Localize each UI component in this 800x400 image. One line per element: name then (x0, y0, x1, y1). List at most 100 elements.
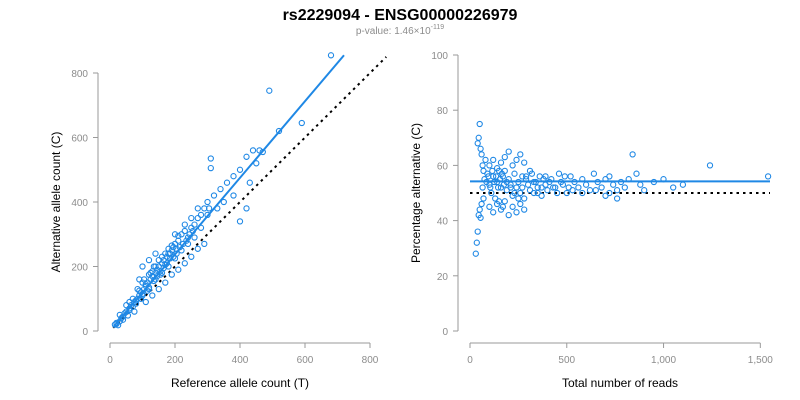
right-y-axis-title: Percentage alternative (C) (409, 123, 423, 263)
left-data-point (170, 253, 177, 260)
left-data-point (157, 268, 164, 275)
right-data-point (485, 173, 492, 180)
right-data-point (507, 184, 514, 191)
left-data-point (179, 240, 187, 248)
right-data-point (479, 162, 486, 169)
right-data-point (550, 184, 557, 191)
right-data-point (575, 184, 582, 191)
left-data-point (230, 173, 237, 180)
right-data-point (509, 162, 516, 169)
right-x-axis-title: Total number of reads (562, 376, 678, 390)
left-data-point (158, 253, 166, 260)
right-data-point (569, 187, 576, 194)
right-data-point (498, 170, 506, 177)
right-x-tick-label: 1,500 (748, 355, 773, 366)
left-y-tick-label: 600 (71, 134, 88, 145)
right-data-point (494, 184, 502, 191)
right-data-point (552, 184, 559, 191)
left-data-point (194, 214, 201, 222)
left-x-tick-label: 200 (167, 355, 184, 366)
left-data-point (197, 211, 205, 219)
right-data-point (513, 156, 520, 164)
right-data-point (489, 167, 496, 175)
left-marks (111, 52, 387, 329)
right-data-point (487, 184, 494, 191)
right-data-point (513, 184, 520, 191)
left-reference-line (112, 56, 387, 329)
right-x-tick-label: 1,000 (651, 355, 676, 366)
right-data-point (606, 173, 613, 180)
right-data-point (637, 181, 644, 188)
right-data-point (475, 134, 482, 141)
left-data-point (191, 234, 198, 241)
right-data-point (501, 153, 508, 161)
right-data-point (629, 151, 636, 158)
right-data-point (479, 184, 486, 191)
left-data-point (181, 260, 188, 267)
right-data-point (582, 181, 590, 188)
left-data-point (155, 256, 162, 264)
right-data-point (509, 203, 516, 210)
left-data-point (217, 185, 224, 193)
left-y-tick-label: 0 (82, 327, 88, 338)
left-fit-line (112, 54, 345, 328)
right-data-point (477, 145, 484, 152)
right-data-point (486, 162, 493, 169)
left-data-point (183, 237, 190, 244)
left-data-point (210, 192, 218, 199)
right-data-point (555, 170, 563, 177)
right-data-point (474, 228, 481, 235)
left-x-axis-title: Reference allele count (T) (171, 376, 309, 390)
right-data-point (521, 206, 528, 213)
right-data-point (501, 198, 508, 205)
right-data-point (490, 209, 497, 216)
left-data-point (194, 245, 201, 252)
subtitle-prefix: p-value: 1.46×10 (356, 26, 431, 37)
right-data-point (517, 200, 524, 208)
left-data-point (246, 179, 253, 186)
right-data-point (606, 189, 613, 197)
left-x-tick-label: 800 (362, 355, 379, 366)
left-data-point (149, 292, 156, 299)
right-data-point (641, 187, 648, 194)
left-data-point (145, 256, 153, 264)
right-data-point (517, 189, 524, 197)
left-data-point (171, 231, 179, 238)
right-data-point (476, 206, 483, 213)
left-data-point (175, 266, 182, 273)
left-data-point (194, 205, 201, 212)
left-data-point (153, 273, 161, 280)
right-data-point (497, 159, 505, 166)
left-y-axis-title: Alternative allele count (C) (49, 132, 63, 273)
left-data-point (205, 205, 213, 212)
right-data-point (478, 151, 485, 158)
right-data-point (530, 189, 538, 197)
left-data-point (191, 221, 198, 228)
left-data-point (162, 279, 169, 286)
left-data-point (168, 242, 175, 249)
right-data-point (567, 173, 574, 180)
left-data-point (181, 221, 188, 228)
left-data-point (131, 308, 138, 315)
right-data-point (513, 209, 520, 216)
left-data-point (236, 166, 244, 173)
left-data-point (181, 227, 188, 235)
left-data-point (166, 250, 174, 257)
left-data-point (119, 313, 127, 320)
left-data-point (139, 263, 146, 270)
right-data-point (524, 181, 532, 188)
left-data-point (113, 320, 120, 328)
right-data-point (561, 173, 568, 180)
right-data-point (706, 162, 714, 169)
left-data-point (220, 198, 227, 206)
left-data-point (266, 87, 273, 94)
right-marks (470, 120, 772, 257)
right-axes: 0 500 1,000 1,500 0 20 40 60 80 100 (431, 51, 773, 366)
right-data-point (482, 156, 489, 164)
right-data-point (519, 184, 526, 191)
left-data-point (204, 198, 211, 206)
right-y-tick-label: 60 (437, 161, 449, 172)
left-data-point (207, 164, 214, 172)
right-data-point (511, 170, 518, 177)
